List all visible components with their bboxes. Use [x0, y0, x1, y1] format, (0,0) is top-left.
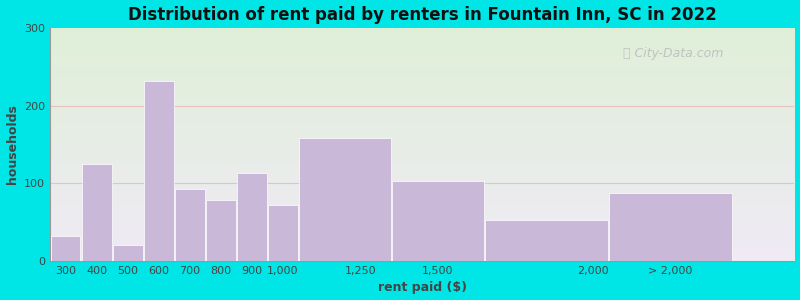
- Bar: [82, 164, 111, 261]
- Y-axis label: households: households: [6, 104, 18, 184]
- Bar: [144, 81, 174, 261]
- Bar: [206, 200, 235, 261]
- Text: Ⓞ City-Data.com: Ⓞ City-Data.com: [623, 46, 724, 59]
- Bar: [268, 205, 298, 261]
- Bar: [113, 245, 142, 261]
- Bar: [174, 189, 205, 261]
- Bar: [299, 138, 390, 261]
- Bar: [237, 173, 266, 261]
- X-axis label: rent paid ($): rent paid ($): [378, 281, 466, 294]
- Title: Distribution of rent paid by renters in Fountain Inn, SC in 2022: Distribution of rent paid by renters in …: [128, 6, 717, 24]
- Bar: [485, 220, 608, 261]
- Bar: [392, 181, 484, 261]
- Bar: [609, 193, 732, 261]
- Bar: [50, 236, 81, 261]
